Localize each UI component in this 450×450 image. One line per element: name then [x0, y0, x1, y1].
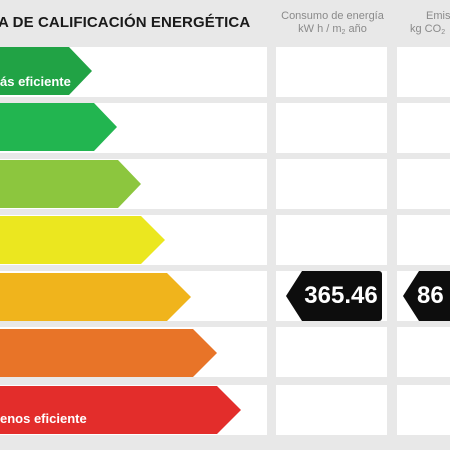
emisiones-cell — [397, 159, 450, 209]
consumo-value: 365.46 — [304, 282, 378, 309]
consumo-unit: kW h / m — [298, 23, 342, 35]
emisiones-cell — [397, 215, 450, 265]
consumo-cell — [276, 327, 387, 377]
rating-arrow-g-shape — [0, 386, 241, 434]
page-title: A DE CALIFICACIÓN ENERGÉTICA — [0, 14, 251, 31]
most-efficient-label: ás eficiente — [0, 74, 71, 89]
rating-arrow-c — [0, 160, 141, 208]
rating-arrow-a-shape — [0, 47, 92, 95]
rating-arrow-a — [0, 47, 92, 95]
consumo-header-line1: Consumo de energía — [281, 10, 384, 22]
consumo-value-badge: 365.46 — [286, 271, 382, 321]
rating-arrow-b-shape — [0, 103, 117, 151]
consumo-unit-subscript: 2 — [341, 29, 346, 36]
consumo-cell — [276, 215, 387, 265]
emisiones-column-header: Emis kg CO2 — [400, 10, 450, 39]
emisiones-cell — [397, 327, 450, 377]
consumo-unit-suffix: año — [345, 23, 367, 35]
rating-arrow-d — [0, 216, 165, 264]
emisiones-unit: kg CO — [410, 23, 442, 35]
rating-arrow-g — [0, 386, 241, 434]
rating-arrow-f-shape — [0, 329, 217, 377]
rating-arrow-b — [0, 103, 117, 151]
emisiones-cell — [397, 385, 450, 435]
emisiones-header-line1: Emis — [426, 10, 450, 22]
emisiones-cell — [397, 103, 450, 153]
consumo-cell — [276, 385, 387, 435]
consumo-column-header: Consumo de energía kW h / m2 año — [270, 10, 395, 39]
consumo-cell — [276, 103, 387, 153]
emisiones-cell — [397, 47, 450, 97]
least-efficient-label: enos eficiente — [0, 411, 87, 426]
rating-arrow-e — [0, 273, 191, 321]
emisiones-unit-subscript: 2 — [441, 29, 446, 36]
emisiones-value: 86 — [417, 282, 444, 309]
consumo-header-line2: kW h / m2 año — [270, 23, 395, 39]
rating-arrow-c-shape — [0, 160, 141, 208]
emisiones-header-line2: kg CO2 — [410, 23, 450, 39]
consumo-cell — [276, 47, 387, 97]
consumo-cell — [276, 159, 387, 209]
rating-arrow-f — [0, 329, 217, 377]
rating-arrow-e-shape — [0, 273, 191, 321]
rating-arrow-d-shape — [0, 216, 165, 264]
